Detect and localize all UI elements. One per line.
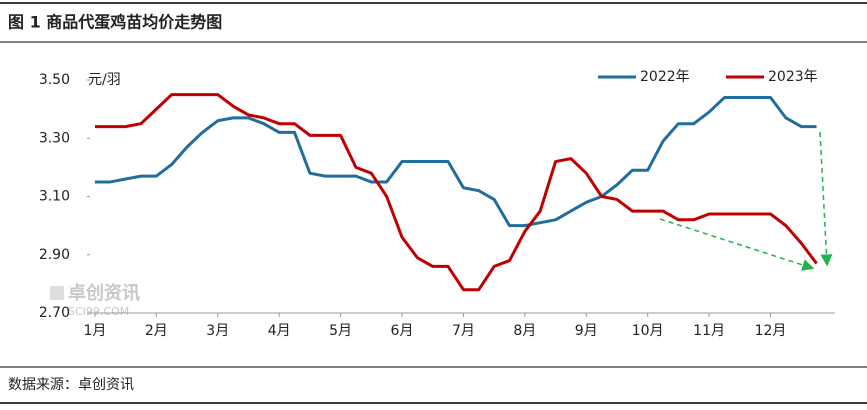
y-tick-label: 3.30 (39, 130, 70, 146)
watermark-logo (50, 286, 64, 300)
watermark: 卓创资讯 (68, 282, 140, 304)
y-tick-label: 2.90 (39, 247, 70, 263)
x-tick-label: 1月 (83, 323, 106, 339)
series-line (94, 95, 817, 228)
legend-label: 2022年 (640, 69, 690, 85)
x-tick-label: 5月 (329, 323, 352, 339)
trend-arrow (819, 131, 833, 267)
x-tick-label: 9月 (575, 323, 598, 339)
x-tick-label: 10月 (632, 323, 664, 339)
series-line (94, 93, 818, 292)
x-tick-label: 4月 (268, 323, 291, 339)
x-tick-label: 2月 (145, 323, 168, 339)
y-unit: 元/羽 (88, 72, 121, 88)
chart-title: 图 1 商品代蛋鸡苗均价走势图 (8, 13, 222, 32)
x-tick-label: 11月 (693, 323, 725, 339)
y-tick-label: 2.70 (39, 305, 70, 321)
x-tick-label: 8月 (513, 323, 536, 339)
trend-arrow (659, 218, 815, 271)
x-tick-label: 7月 (452, 323, 475, 339)
watermark: SCI99.COM (68, 305, 129, 318)
source: 数据来源：卓创资讯 (8, 377, 134, 393)
y-tick-label: 3.10 (39, 189, 70, 205)
x-tick-label: 3月 (206, 323, 229, 339)
legend-label: 2023年 (768, 69, 818, 85)
x-tick-label: 12月 (755, 323, 787, 339)
y-tick-label: 3.50 (39, 72, 70, 88)
x-tick-label: 6月 (391, 323, 414, 339)
